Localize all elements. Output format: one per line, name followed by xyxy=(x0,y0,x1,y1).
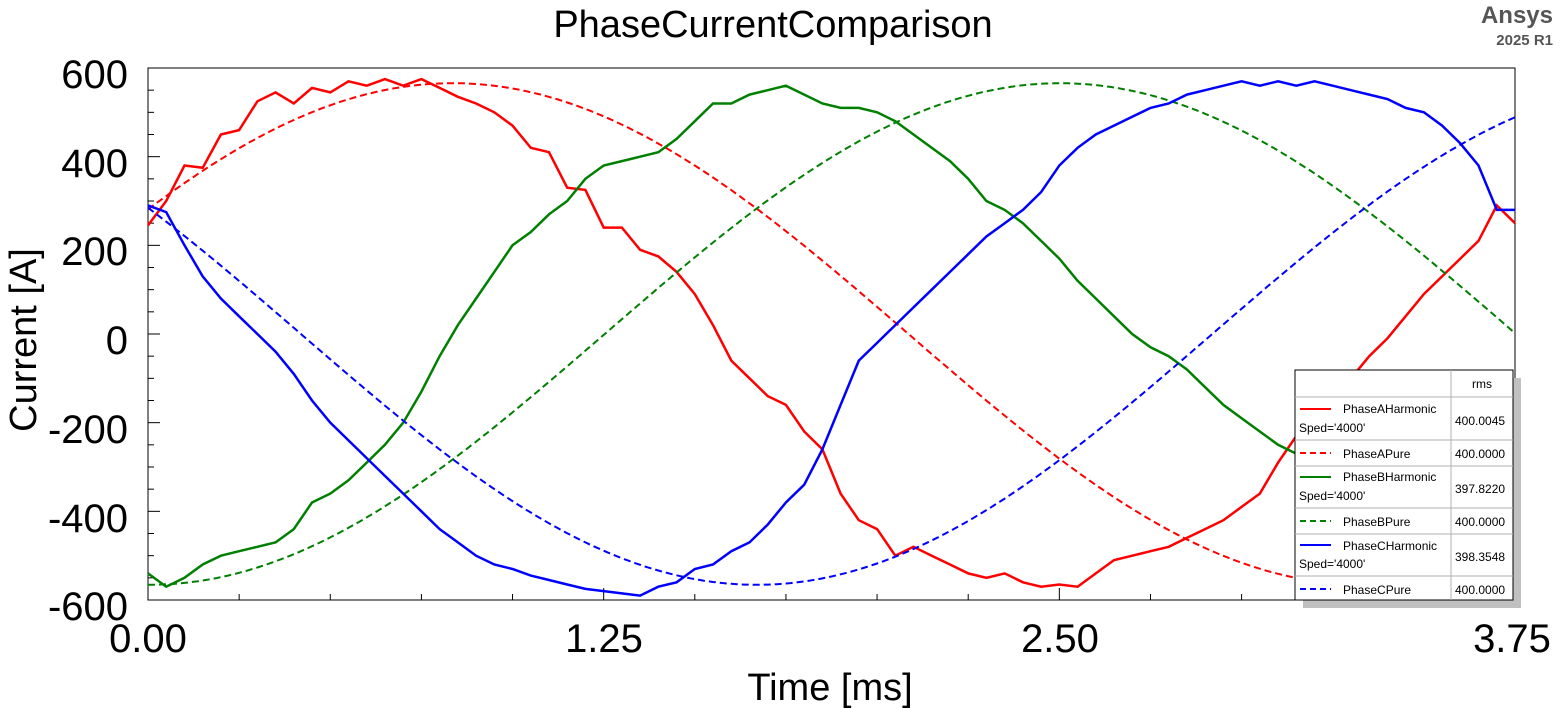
x-tick-label: 0.00 xyxy=(109,617,187,661)
y-tick-label: -200 xyxy=(48,408,128,452)
legend-entry-sub: Sped='4000' xyxy=(1299,557,1365,571)
legend-header-rms: rms xyxy=(1472,377,1492,391)
series-layer xyxy=(146,77,1517,597)
legend-entry-sub: Sped='4000' xyxy=(1299,421,1365,435)
x-tick-label: 1.25 xyxy=(565,617,643,661)
series-line-phasebpure xyxy=(148,82,1516,586)
legend-rms-value: 400.0000 xyxy=(1455,583,1505,597)
brand-version: 2025 R1 xyxy=(1496,32,1553,49)
y-tick-label: -600 xyxy=(48,585,128,629)
legend-rms-value: 398.3548 xyxy=(1455,550,1505,564)
x-axis-label: Time [ms] xyxy=(747,667,912,708)
y-axis-label: Current [A] xyxy=(3,248,45,432)
legend-box xyxy=(1294,369,1514,601)
legend-entry-phasebpure: PhaseBPure xyxy=(1343,515,1411,529)
legend-entry-phasecpure: PhaseCPure xyxy=(1343,583,1411,597)
series-line-phasecpure xyxy=(147,116,1516,586)
legend-entry-phasebharmonic: PhaseBHarmonic xyxy=(1343,470,1436,484)
chart-title: PhaseCurrentComparison xyxy=(553,4,992,46)
x-tick-label: 2.50 xyxy=(1021,617,1099,661)
legend-rms-value: 400.0000 xyxy=(1455,515,1505,529)
series-line-phasecharmonic xyxy=(147,80,1515,597)
brand-name: Ansys xyxy=(1481,2,1553,29)
y-tick-label: 600 xyxy=(61,53,128,97)
legend: rms PhaseAHarmonic Sped='4000' 400.0045 … xyxy=(1294,369,1521,608)
y-axis-ticks: 600 400 200 0 -200 -400 -600 xyxy=(48,53,128,629)
legend-rms-value: 397.8220 xyxy=(1455,482,1505,496)
legend-rms-value: 400.0045 xyxy=(1455,414,1505,428)
y-tick-label: 0 xyxy=(106,319,128,363)
y-tick-label: 200 xyxy=(61,230,128,274)
y-tick-label: -400 xyxy=(48,497,128,541)
x-tick-label: 3.75 xyxy=(1473,617,1551,661)
y-tick-label: 400 xyxy=(61,142,128,186)
x-axis-ticks: 0.00 1.25 2.50 3.75 xyxy=(109,617,1551,661)
legend-entry-phaseaharmonic: PhaseAHarmonic xyxy=(1343,402,1436,416)
series-line-phasebharmonic xyxy=(147,84,1517,589)
legend-entry-sub: Sped='4000' xyxy=(1299,489,1365,503)
series-line-phaseapure xyxy=(147,82,1516,586)
legend-rms-value: 400.0000 xyxy=(1455,447,1505,461)
legend-entry-phaseapure: PhaseAPure xyxy=(1343,447,1411,461)
legend-entry-phasecharmonic: PhaseCHarmonic xyxy=(1343,539,1437,553)
